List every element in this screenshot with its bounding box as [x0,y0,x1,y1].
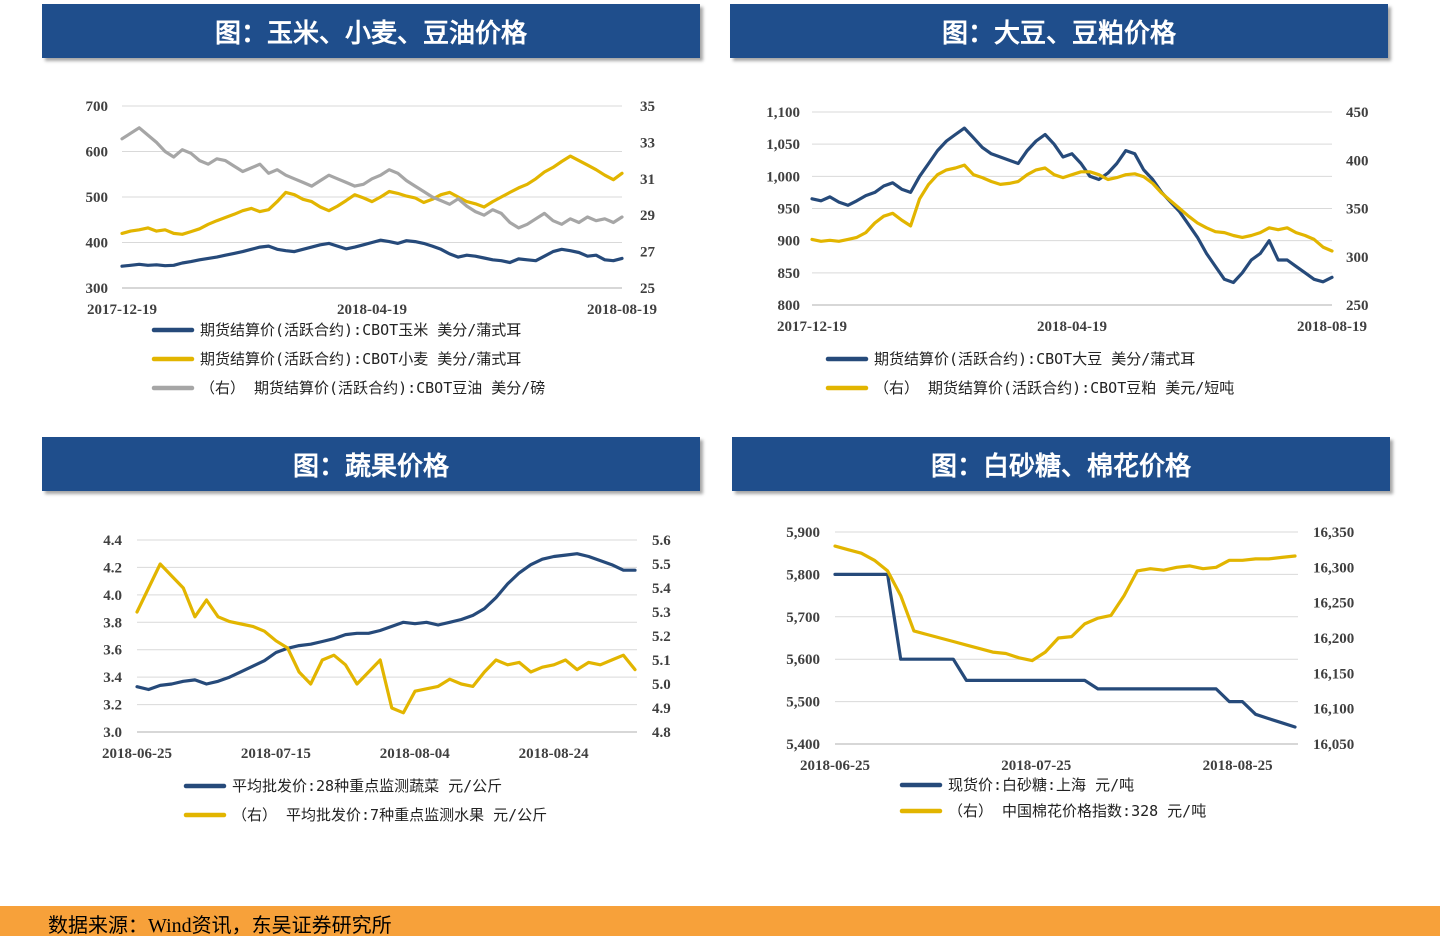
left-axis-tick: 400 [86,236,109,252]
left-axis-tick: 1,050 [766,137,800,153]
legend-label: 期货结算价(活跃合约):CBOT大豆 美分/蒲式耳 [874,350,1195,368]
right-axis-tick: 5.3 [652,605,671,621]
series-line-2 [120,154,624,236]
x-axis-tick: 2017-12-19 [777,319,847,335]
left-axis-tick: 4.0 [103,588,122,604]
soy-chart-title: 图：大豆、豆粕价格 [730,4,1388,58]
right-axis-tick: 300 [1346,250,1369,266]
right-axis-tick: 5.0 [652,677,671,693]
right-axis-tick: 27 [640,245,656,261]
series-line-1 [833,572,1297,729]
right-axis-tick: 250 [1346,298,1369,314]
right-axis-tick: 16,150 [1313,666,1354,682]
legend-label: （右） 中国棉花价格指数:328 元/吨 [948,802,1206,820]
left-axis-tick: 5,700 [786,610,820,626]
left-axis-tick: 5,900 [786,525,820,541]
right-axis-tick: 5.5 [652,557,671,573]
vegfruit-price-chart: 4.4 4.2 4.0 3.8 3.6 3.4 3.2 3.0 5.6 5.5 5.4 5.3 5.2 5… [102,533,671,824]
left-axis-tick: 3.6 [103,643,122,659]
left-axis-tick: 1,000 [766,169,800,185]
x-axis-tick: 2018-08-04 [380,746,450,762]
source-text: 数据来源：Wind资讯，东吴证券研究所 [48,915,392,937]
left-axis-tick: 950 [778,202,801,218]
right-axis-tick: 5.1 [652,653,671,669]
right-axis-tick: 16,350 [1313,525,1354,541]
right-axis-tick: 33 [640,135,655,151]
left-axis-tick: 3.4 [103,670,122,686]
sugarcotton-chart-title: 图：白砂糖、棉花价格 [732,437,1390,491]
right-axis-tick: 5.6 [652,533,671,549]
x-axis-tick: 2018-04-19 [1037,319,1107,335]
legend-label: 期货结算价(活跃合约):CBOT小麦 美分/蒲式耳 [200,350,521,368]
sugarcotton-price-chart: 5,900 5,800 5,700 5,600 5,500 5,400 16,350 16,3… [786,525,1354,820]
legend-label: 平均批发价:28种重点监测蔬菜 元/公斤 [232,777,502,795]
right-axis-tick: 400 [1346,153,1369,169]
left-axis-tick: 850 [778,266,801,282]
series-line-2 [810,163,1334,253]
x-axis-tick: 2018-08-25 [1203,758,1273,774]
right-axis-tick: 29 [640,208,655,224]
left-axis-tick: 3.2 [103,698,122,714]
right-axis-tick: 5.4 [652,581,671,597]
left-axis-tick: 700 [86,99,109,115]
series-line-2 [833,544,1297,663]
left-axis-tick: 300 [86,281,109,297]
series-line-1 [810,126,1334,285]
grain-chart-title: 图：玉米、小麦、豆油价格 [42,4,700,58]
source-footer: 数据来源：Wind资讯，东吴证券研究所 [0,906,1440,937]
right-axis-tick: 5.2 [652,629,671,645]
left-axis-tick: 1,100 [766,105,800,121]
x-axis-tick: 2018-08-24 [519,746,589,762]
x-axis-tick: 2018-07-25 [1001,758,1071,774]
left-axis-tick: 600 [86,145,109,161]
legend-label: （右） 平均批发价:7种重点监测水果 元/公斤 [232,806,547,824]
right-axis-tick: 4.8 [652,725,671,741]
x-axis-tick: 2018-04-19 [337,302,407,318]
left-axis-tick: 3.0 [103,725,122,741]
left-axis-tick: 900 [778,234,801,250]
left-axis-tick: 3.8 [103,615,122,631]
left-axis-tick: 5,600 [786,652,820,668]
legend-label: 期货结算价(活跃合约):CBOT玉米 美分/蒲式耳 [200,321,521,339]
legend-label: （右） 期货结算价(活跃合约):CBOT豆粕 美元/短吨 [874,379,1234,397]
left-axis-tick: 4.4 [103,533,122,549]
left-axis-tick: 500 [86,190,109,206]
vegfruit-chart-title: 图：蔬果价格 [42,437,700,491]
x-axis-tick: 2018-08-19 [1297,319,1367,335]
right-axis-tick: 35 [640,99,655,115]
right-axis-tick: 16,050 [1313,737,1354,753]
right-axis-tick: 16,250 [1313,596,1354,612]
soy-price-chart: 1,100 1,050 1,000 950 900 850 800 450 400 350 300 2… [766,105,1369,397]
right-axis-tick: 31 [640,172,655,188]
x-axis-tick: 2018-06-25 [102,746,172,762]
x-axis-tick: 2018-06-25 [800,758,870,774]
right-axis-tick: 16,200 [1313,631,1354,647]
left-axis-tick: 4.2 [103,560,122,576]
legend-label: （右） 期货结算价(活跃合约):CBOT豆油 美分/磅 [200,379,545,397]
series-line-1 [135,552,637,692]
left-axis-tick: 5,500 [786,695,820,711]
right-axis-tick: 16,100 [1313,702,1354,718]
legend-label: 现货价:白砂糖:上海 元/吨 [948,776,1134,794]
x-axis-tick: 2017-12-19 [87,302,157,318]
right-axis-tick: 350 [1346,202,1369,218]
series-line-2 [135,562,637,715]
grain-price-chart: 700 600 500 400 300 35 33 31 29 27 25 2017-12-19 201… [86,99,658,397]
x-axis-tick: 2018-07-15 [241,746,311,762]
series-line-1 [120,238,624,268]
x-axis-tick: 2018-08-19 [587,302,657,318]
right-axis-tick: 16,300 [1313,560,1354,576]
right-axis-tick: 25 [640,281,655,297]
right-axis-tick: 450 [1346,105,1369,121]
right-axis-tick: 4.9 [652,701,671,717]
series-line-3 [120,126,624,230]
left-axis-tick: 5,800 [786,567,820,583]
left-axis-tick: 800 [778,298,801,314]
left-axis-tick: 5,400 [786,737,820,753]
